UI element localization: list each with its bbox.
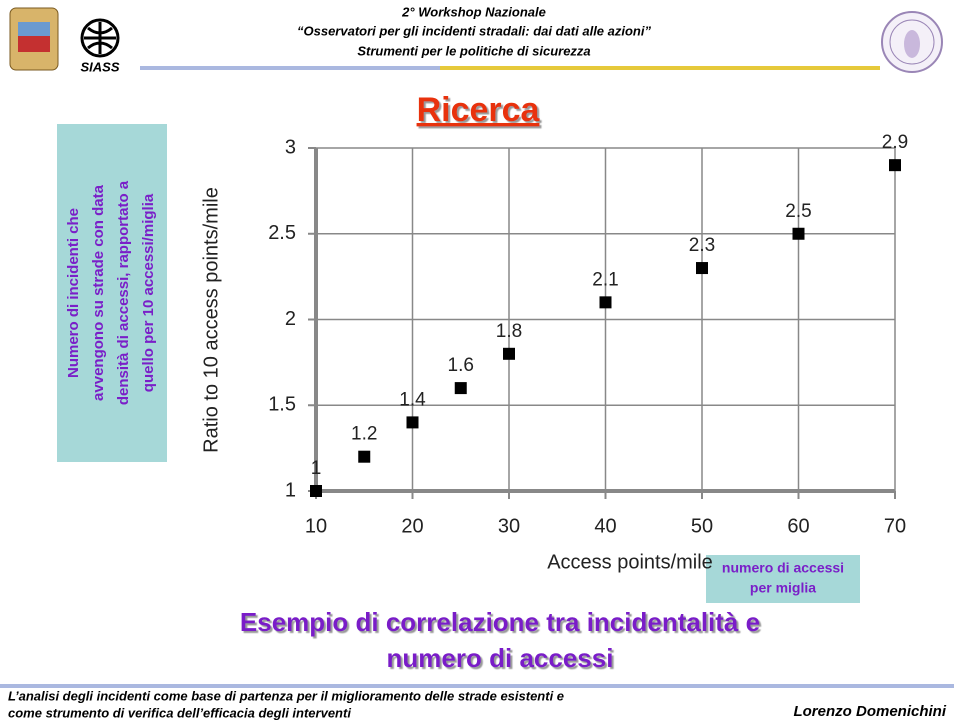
point-label: 1 [311,458,322,479]
point-label: 1.8 [496,321,522,342]
x-tick-label: 70 [884,515,906,537]
side-note-line: Numero di incidenti che [65,208,82,378]
x-tick-label: 20 [401,515,423,537]
point-label: 2.5 [785,201,811,222]
point-label: 2.1 [592,269,618,290]
y-tick-label: 3 [285,136,296,158]
point [599,296,612,309]
logo-region [9,7,59,71]
side-note-line: avvengono su strade con data [90,184,107,401]
point [454,382,467,395]
x-tick-label: 60 [787,515,809,537]
caption-line: Esempio di correlazione tra incidentalit… [240,607,760,637]
point [358,450,371,463]
y-tick-label: 2 [285,308,296,330]
y-tick-label: 2.5 [268,222,296,244]
x-note-line: per miglia [750,580,816,596]
point [503,347,515,360]
side-note-line: quello per 10 accessi/miglia [140,193,157,392]
header-line: “Osservatori per gli incidenti stradali:… [297,23,651,38]
x-tick-label: 30 [498,515,520,537]
footer-author: Lorenzo Domenichini [793,703,946,720]
logo-university [881,11,943,73]
slide-title: Ricerca [417,91,541,129]
footer-line: come strumento di verifica dell’efficaci… [8,705,351,720]
point-label: 2.9 [882,132,908,153]
caption-line: numero di accessi [387,643,614,673]
point [310,485,322,497]
point-label: 2.3 [689,235,715,256]
y-tick-label: 1.5 [268,394,296,416]
logo-siass: SIASS [80,18,120,74]
point [792,227,805,240]
x-note-box [706,555,860,603]
y-axis-label: Ratio to 10 access points/mile [200,187,222,453]
side-note-line: densità di accessi, rapportato a [115,180,132,405]
point-label: 1.4 [399,389,426,410]
footer-rule [0,684,954,688]
footer-line: L’analisi degli incidenti come base di p… [8,688,564,703]
point [406,416,419,429]
point-label: 1.6 [448,355,474,376]
y-tick-label: 1 [285,479,296,501]
header-line: 2° Workshop Nazionale [401,4,546,19]
x-tick-label: 10 [305,515,327,537]
logo-text: SIASS [80,59,119,74]
x-tick-label: 50 [691,515,713,537]
x-axis-label: Access points/mile [547,551,713,573]
header-line: Strumenti per le politiche di sicurezza [357,43,590,58]
point [889,159,901,172]
header-rule [440,66,880,70]
point [696,262,708,275]
x-note-line: numero di accessi [722,560,844,576]
point-label: 1.2 [351,424,377,445]
x-tick-label: 40 [594,515,616,537]
side-note-box [57,124,167,462]
